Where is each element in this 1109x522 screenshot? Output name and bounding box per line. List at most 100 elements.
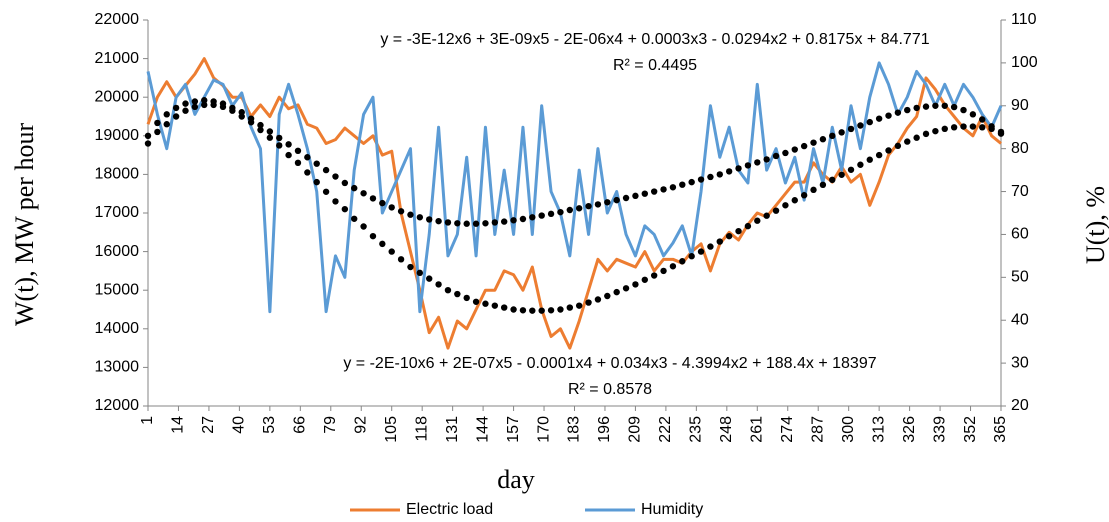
trend-dot <box>847 166 855 173</box>
x-tick-label: 1 <box>139 416 156 425</box>
y-tick-label: 16000 <box>95 243 140 260</box>
trend-dot <box>510 306 517 313</box>
trend-dot <box>725 232 733 240</box>
trend-dot <box>529 214 536 221</box>
trend-dot <box>276 142 283 149</box>
trend-dot <box>416 269 424 277</box>
x-tick-label: 196 <box>596 416 613 443</box>
trend-dot <box>960 106 967 114</box>
trend-dot <box>885 112 892 119</box>
x-tick-label: 14 <box>170 416 187 434</box>
y-tick-label: 15000 <box>95 281 140 298</box>
x-tick-label: 40 <box>231 416 248 434</box>
trend-dot <box>491 302 499 309</box>
trend-dot <box>332 198 339 205</box>
trend-dot <box>285 141 292 148</box>
y-tick-label: 21000 <box>95 50 140 67</box>
trend-dot <box>219 103 227 111</box>
trend-dot <box>969 123 977 130</box>
trend-dot <box>660 186 667 193</box>
y2-tick-label: 30 <box>1011 354 1029 371</box>
trend-dot <box>313 178 320 186</box>
trend-dot <box>932 127 939 135</box>
trend-dot <box>791 197 798 204</box>
trend-dot <box>735 165 742 172</box>
trend-dot <box>360 223 367 230</box>
trend-dot <box>922 130 930 138</box>
trend-dot <box>688 253 695 260</box>
trend-dot <box>575 302 583 309</box>
x-axis-label: day <box>497 465 535 494</box>
trend-dot <box>622 194 630 202</box>
trend-dot <box>547 307 555 314</box>
trend-dot <box>304 154 311 161</box>
trend-dot <box>847 125 855 133</box>
trend-dot <box>397 256 405 263</box>
trend-dot <box>304 169 311 176</box>
trend-dot <box>838 129 845 136</box>
trend-dot <box>388 204 395 211</box>
trend-dot <box>547 210 555 218</box>
x-tick-label: 157 <box>505 416 522 443</box>
y2-tick-label: 90 <box>1011 97 1029 114</box>
trend-dot <box>500 304 508 311</box>
trend-dot <box>463 294 470 302</box>
trend-dot <box>819 181 827 189</box>
trend-dot <box>857 161 864 168</box>
trend-dot <box>585 202 592 210</box>
trend-dot <box>632 192 639 200</box>
trend-dot <box>829 176 836 184</box>
trend-dot <box>866 156 873 163</box>
trend-dot <box>557 306 564 313</box>
y-tick-label: 19000 <box>95 127 140 144</box>
legend-label: Humidity <box>641 501 703 518</box>
trend-dot <box>857 122 864 129</box>
x-tick-label: 248 <box>718 416 735 443</box>
trend-dot <box>660 267 667 275</box>
trend-dot <box>669 263 677 270</box>
trend-dot <box>950 124 958 131</box>
trend-r2: R² = 0.8578 <box>568 381 652 398</box>
trend-dot <box>941 125 948 133</box>
x-tick-label: 183 <box>566 416 583 443</box>
x-tick-label: 131 <box>444 416 461 443</box>
y2-tick-label: 100 <box>1011 54 1038 71</box>
trend-dot <box>210 101 217 109</box>
x-tick-label: 352 <box>962 416 979 443</box>
trend-dot <box>172 113 180 120</box>
trend-dot <box>875 151 883 159</box>
trend-dot <box>819 136 827 143</box>
trend-dot <box>782 202 789 209</box>
trend-dot <box>650 188 658 195</box>
trend-dot <box>922 103 930 110</box>
trend-dot <box>257 121 264 129</box>
trend-dot <box>697 248 705 255</box>
trend-dot <box>594 201 602 208</box>
trend-dot <box>538 307 545 314</box>
y2-tick-label: 50 <box>1011 269 1029 286</box>
trend-dot <box>679 258 686 265</box>
trend-dot <box>454 220 461 227</box>
trend-dot <box>510 217 517 224</box>
trend-dot <box>904 138 911 145</box>
trend-dot <box>519 307 527 314</box>
trend-dot <box>885 147 892 154</box>
trend-dot <box>379 199 386 207</box>
trend-dot <box>632 281 639 288</box>
trend-dot <box>913 134 920 141</box>
trend-dot <box>454 290 461 298</box>
trend-dot <box>379 240 386 248</box>
trend-dot <box>838 171 845 178</box>
trend-dot <box>913 104 920 112</box>
y-tick-label: 12000 <box>95 397 140 414</box>
trend-dot <box>154 128 161 136</box>
x-tick-label: 235 <box>688 416 705 443</box>
y-tick-label: 20000 <box>95 88 140 105</box>
trend-dot <box>604 199 611 206</box>
trend-dot <box>500 218 508 225</box>
trend-dot <box>641 190 649 197</box>
trend-dot <box>201 101 208 109</box>
trend-dot <box>941 102 948 109</box>
trend-dot <box>247 119 255 126</box>
y2-tick-label: 60 <box>1011 226 1029 243</box>
